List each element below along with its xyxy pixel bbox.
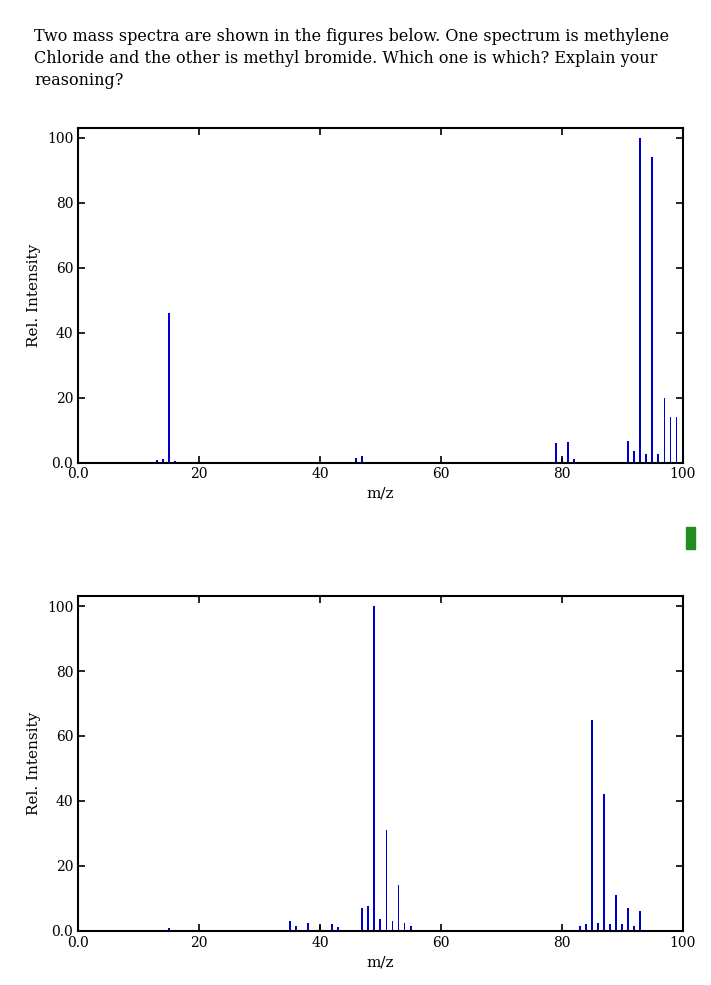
Bar <box>380 919 381 931</box>
Bar <box>289 921 291 931</box>
Bar <box>373 606 375 931</box>
Bar <box>603 795 605 931</box>
Bar <box>658 454 659 463</box>
Bar <box>627 908 629 931</box>
Bar <box>609 924 611 931</box>
Bar <box>319 926 321 931</box>
Bar <box>337 927 339 931</box>
Bar <box>682 458 683 463</box>
Bar <box>597 923 599 931</box>
Bar <box>561 458 562 463</box>
Bar <box>410 926 412 931</box>
Bar <box>361 456 363 463</box>
Bar <box>634 926 635 931</box>
Bar <box>156 460 158 463</box>
Bar <box>627 441 629 463</box>
Bar <box>621 924 623 931</box>
Bar <box>634 451 635 463</box>
Y-axis label: Rel. Intensity: Rel. Intensity <box>28 243 41 347</box>
Bar <box>307 923 309 931</box>
Bar <box>397 886 400 931</box>
Bar <box>174 461 176 463</box>
Bar <box>591 720 593 931</box>
Bar <box>356 458 357 463</box>
Bar <box>385 830 387 931</box>
Bar <box>639 138 641 463</box>
Bar <box>579 926 581 931</box>
Bar <box>615 895 617 931</box>
Bar <box>675 417 678 463</box>
Bar <box>361 908 363 931</box>
Bar <box>295 926 296 931</box>
Bar <box>573 459 574 463</box>
Bar <box>670 417 671 463</box>
Y-axis label: Rel. Intensity: Rel. Intensity <box>28 712 41 816</box>
X-axis label: m/z: m/z <box>367 955 394 969</box>
Bar <box>651 158 653 463</box>
Bar <box>404 923 405 931</box>
Bar <box>331 924 333 931</box>
Bar <box>162 459 164 463</box>
Bar <box>639 911 641 931</box>
Text: Two mass spectra are shown in the figures below. One spectrum is methylene
Chlor: Two mass spectra are shown in the figure… <box>34 28 669 89</box>
Bar <box>368 906 369 931</box>
Bar <box>168 313 170 463</box>
Bar <box>585 924 587 931</box>
Bar <box>392 921 393 931</box>
Bar <box>567 442 569 463</box>
Bar <box>555 443 557 463</box>
Bar <box>168 928 170 931</box>
Bar <box>646 454 647 463</box>
X-axis label: m/z: m/z <box>367 487 394 501</box>
Bar <box>663 398 665 463</box>
